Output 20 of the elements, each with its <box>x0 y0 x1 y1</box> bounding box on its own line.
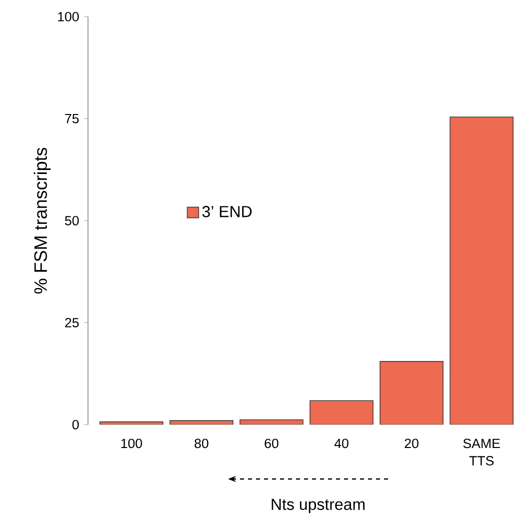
x-tick-label: 40 <box>334 438 348 448</box>
x-tick-label: 100 <box>121 438 142 448</box>
y-tick-label: 50 <box>65 216 79 226</box>
bar <box>100 421 164 425</box>
y-tick-label: 0 <box>72 420 79 430</box>
x-tick-label: 20 <box>404 438 418 448</box>
y-tick-label: 25 <box>65 318 79 328</box>
bar <box>310 400 374 425</box>
x-axis-title: Nts upstream <box>272 498 365 514</box>
bar <box>380 361 444 425</box>
bar <box>450 116 514 425</box>
x-tick-label: 80 <box>194 438 208 448</box>
bar <box>240 419 304 425</box>
legend-label: 3’ END <box>202 206 252 218</box>
y-axis-title: % FSM transcripts <box>34 148 51 294</box>
bar <box>170 420 234 425</box>
y-tick-label: 100 <box>58 12 79 22</box>
x-tick-label: SAME TTS <box>463 438 500 466</box>
y-tick-label: 75 <box>65 114 79 124</box>
x-tick-label: 60 <box>264 438 278 448</box>
